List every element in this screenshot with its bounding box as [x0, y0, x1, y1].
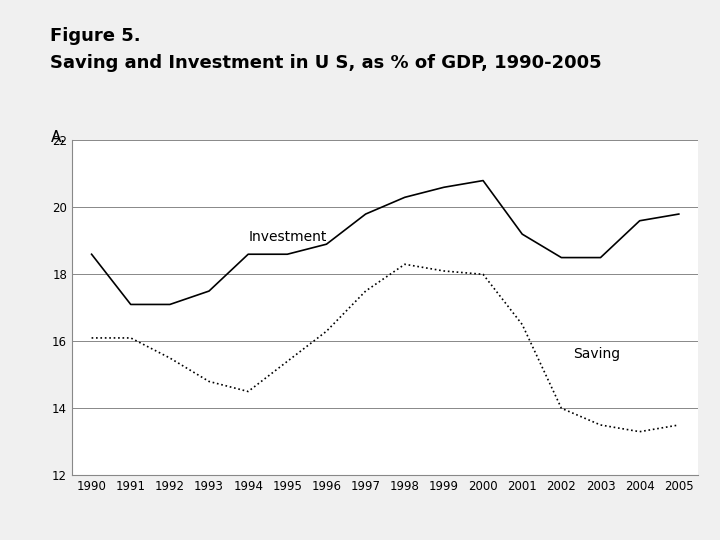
Text: Saving and Investment in U S, as % of GDP, 1990-2005: Saving and Investment in U S, as % of GD…: [50, 54, 602, 72]
Text: A.: A.: [50, 130, 66, 145]
Text: Figure 5.: Figure 5.: [50, 27, 141, 45]
Text: Investment: Investment: [248, 230, 327, 244]
Text: Saving: Saving: [573, 347, 620, 361]
